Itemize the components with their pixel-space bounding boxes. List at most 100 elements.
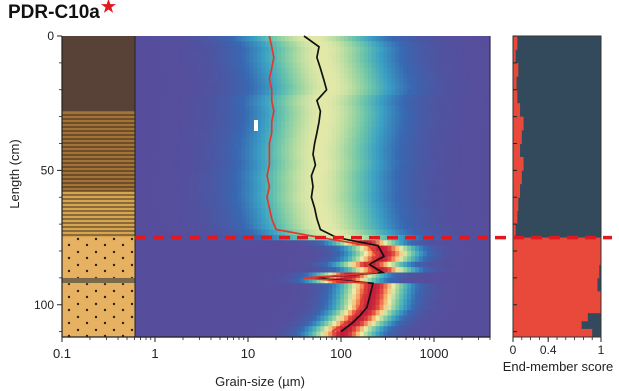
- heatmap-cell: [340, 154, 345, 161]
- heatmap-cell: [138, 261, 144, 268]
- heatmap-cell: [478, 127, 483, 134]
- heatmap-cell: [474, 143, 479, 150]
- heatmap-cell: [434, 299, 440, 306]
- heatmap-cell: [340, 191, 345, 198]
- heatmap-cell: [225, 132, 231, 139]
- heatmap-cell: [438, 315, 444, 322]
- heatmap-cell: [336, 213, 341, 220]
- heatmap-cell: [336, 122, 341, 128]
- heatmap-cell: [312, 261, 318, 268]
- heatmap-cell: [273, 62, 278, 69]
- heatmap-cell: [182, 46, 187, 53]
- heatmap-cell: [316, 197, 321, 204]
- heatmap-cell: [135, 326, 140, 333]
- heatmap-cell: [280, 256, 286, 263]
- heatmap-cell: [296, 304, 302, 311]
- heatmap-cell: [387, 186, 392, 193]
- heatmap-cell: [438, 261, 444, 268]
- heatmap-cell: [371, 299, 377, 306]
- heatmap-cell: [450, 304, 456, 311]
- heatmap-cell: [304, 218, 310, 225]
- heatmap-cell: [146, 294, 152, 300]
- heatmap-cell: [182, 272, 187, 279]
- heatmap-cell: [257, 283, 262, 290]
- heatmap-cell: [253, 277, 258, 284]
- heatmap-cell: [178, 89, 183, 96]
- heatmap-cell: [308, 138, 314, 145]
- heatmap-cell: [395, 304, 400, 311]
- heatmap-cell: [186, 84, 191, 91]
- heatmap-cell: [292, 154, 298, 161]
- heatmap-cell: [308, 294, 314, 300]
- heatmap-cell: [162, 57, 168, 64]
- heatmap-cell: [158, 122, 164, 128]
- heatmap-cell: [245, 159, 250, 166]
- heatmap-cell: [284, 170, 290, 177]
- heatmap-cell: [419, 165, 424, 171]
- heatmap-cell: [221, 294, 227, 300]
- heatmap-cell: [135, 197, 140, 204]
- heatmap-cell: [312, 256, 318, 263]
- heatmap-cell: [182, 143, 187, 150]
- heatmap-cell: [486, 127, 491, 134]
- heatmap-cell: [209, 277, 215, 284]
- heatmap-cell: [217, 283, 223, 290]
- heatmap-cell: [312, 52, 318, 59]
- heatmap-cell: [221, 213, 227, 220]
- heatmap-cell: [154, 315, 160, 322]
- heatmap-cell: [470, 234, 475, 241]
- heatmap-cell: [158, 148, 164, 155]
- heatmap-cell: [135, 213, 140, 220]
- heatmap-cell: [387, 288, 392, 295]
- heatmap-cell: [273, 277, 278, 284]
- heatmap-cell: [217, 267, 223, 274]
- heatmap-cell: [142, 202, 148, 209]
- heatmap-cell: [470, 62, 475, 69]
- heatmap-cell: [375, 224, 381, 231]
- heatmap-cell: [399, 197, 404, 204]
- heatmap-cell: [296, 320, 302, 327]
- heatmap-cell: [478, 73, 483, 80]
- heatmap-cell: [332, 46, 337, 53]
- heatmap-cell: [288, 84, 294, 91]
- heatmap-cell: [296, 89, 302, 96]
- heatmap-cell: [316, 159, 321, 166]
- heatmap-cell: [198, 165, 203, 171]
- heatmap-cell: [308, 127, 314, 134]
- heatmap-cell: [371, 240, 377, 247]
- heatmap-cell: [300, 111, 306, 118]
- heatmap-cell: [328, 234, 333, 241]
- heatmap-cell: [273, 261, 278, 268]
- heatmap-cell: [292, 272, 298, 279]
- heatmap-cell: [387, 320, 392, 327]
- heatmap-cell: [296, 154, 302, 161]
- heatmap-cell: [273, 84, 278, 91]
- heatmap-cell: [391, 208, 396, 214]
- heatmap-cell: [241, 240, 247, 247]
- heatmap-cell: [419, 267, 424, 274]
- heatmap-cell: [391, 68, 396, 75]
- heatmap-cell: [458, 326, 463, 333]
- heatmap-cell: [209, 186, 215, 193]
- heatmap-cell: [348, 288, 353, 295]
- heatmap-cell: [383, 165, 389, 171]
- heatmap-cell: [367, 100, 373, 107]
- heatmap-cell: [135, 95, 140, 102]
- heatmap-cell: [312, 240, 318, 247]
- heatmap-cell: [277, 52, 282, 59]
- heatmap-cell: [146, 138, 152, 145]
- heatmap-cell: [308, 148, 314, 155]
- heatmap-cell: [300, 89, 306, 96]
- heatmap-cell: [209, 181, 215, 188]
- heatmap-cell: [446, 299, 452, 306]
- heatmap-cell: [359, 294, 365, 300]
- heatmap-cell: [371, 68, 377, 75]
- heatmap-cell: [300, 299, 306, 306]
- heatmap-cell: [304, 148, 310, 155]
- heatmap-cell: [391, 41, 396, 48]
- heatmap-cell: [359, 277, 365, 284]
- heatmap-cell: [206, 100, 211, 107]
- heatmap-cell: [202, 41, 207, 48]
- heatmap-cell: [336, 52, 341, 59]
- heatmap-cell: [486, 73, 491, 80]
